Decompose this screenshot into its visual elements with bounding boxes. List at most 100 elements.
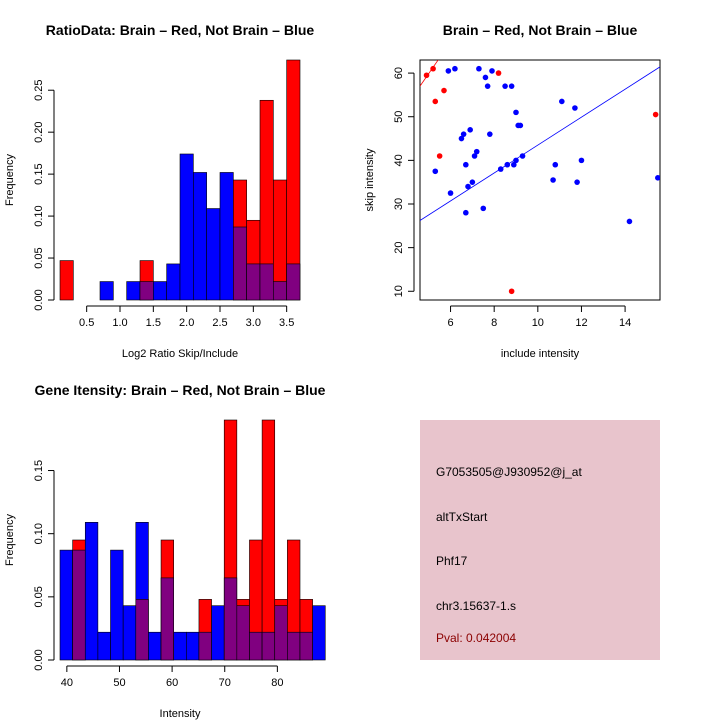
intensity-scatter-title: Brain – Red, Not Brain – Blue (443, 22, 638, 38)
gene-intensity-histogram-bar-overlap (72, 549, 86, 661)
scatter-point-not-brain (572, 105, 578, 111)
ratio-histogram-y-tick-label: 0.25 (33, 79, 45, 100)
gene-intensity-histogram-bar-overlap (249, 631, 263, 661)
scatter-point-not-brain (578, 157, 585, 164)
scatter-point-not-brain (443, 48, 449, 54)
gene-intensity-histogram-bar-overlap (274, 605, 288, 661)
fit-line-not-brain (420, 66, 660, 221)
gene-intensity-histogram-bar-not-brain (148, 631, 162, 661)
ratio-histogram-y-tick-label: 0.15 (33, 163, 45, 184)
intensity-scatter-x-tick-label: 6 (447, 317, 453, 329)
scatter-point-not-brain (458, 135, 465, 142)
scatter-point-not-brain (511, 161, 517, 168)
gene-intensity-histogram-bar-overlap (287, 631, 301, 661)
scatter-point-not-brain (476, 65, 482, 72)
ratio-histogram-x-tick-label: 2.5 (212, 317, 227, 329)
scatter-point-not-brain (517, 122, 524, 129)
ratio-histogram-bar-not-brain (166, 263, 181, 301)
ratio-histogram-bar-not-brain (179, 153, 194, 301)
gene-intensity-histogram-bar-overlap (135, 599, 149, 661)
ratio-histogram-bar-not-brain (153, 281, 167, 301)
ratio-histogram-x-tick-label: 1.5 (146, 317, 161, 329)
ratio-histogram-bar-not-brain (206, 208, 221, 301)
scatter-point-brain (502, 14, 508, 20)
scatter-point-not-brain (452, 65, 458, 72)
scatter-point-not-brain (473, 148, 480, 155)
intensity-scatter-x-tick-label: 10 (532, 317, 544, 329)
scatter-point-not-brain (465, 183, 471, 190)
intensity-scatter-y-tick-label: 50 (393, 111, 405, 123)
scatter-point-not-brain (480, 205, 487, 212)
scatter-point-not-brain (463, 161, 469, 168)
probe-id-text: G7053505@J930952@j_at (436, 465, 582, 479)
gene-intensity-histogram-x-tick-label: 40 (61, 677, 73, 689)
scatter-point-not-brain (432, 168, 439, 175)
ratio-histogram-y-tick-label: 0.00 (33, 289, 45, 310)
ratio-histogram-x-tick-label: 2.0 (179, 317, 194, 329)
scatter-point-not-brain (626, 218, 633, 225)
intensity-scatter-panel: Brain – Red, Not Brain – Blue 6 8 10 12 14 1… (364, 7, 661, 360)
scatter-point-brain (436, 153, 443, 159)
ratio-histogram-y-tick-label: 0.10 (33, 205, 45, 226)
scatter-point-not-brain (487, 131, 493, 137)
gene-intensity-histogram-x-tick-label: 60 (166, 677, 178, 689)
pval-text: Pval: 0.042004 (436, 631, 516, 645)
scatter-point-not-brain (497, 166, 504, 172)
ratio-histogram-x-tick-label: 3.5 (279, 317, 294, 329)
scatter-point-not-brain (471, 153, 478, 159)
scatter-point-not-brain (552, 161, 559, 168)
intensity-scatter-y-tick-label: 60 (393, 67, 405, 79)
scatter-point-not-brain (504, 161, 511, 168)
ratio-histogram-bar-not-brain (99, 281, 114, 301)
info-panel: G7053505@J930952@j_at altTxStart Phf17 c… (420, 420, 660, 660)
gene-intensity-histogram-bar-not-brain (122, 605, 137, 661)
ratio-histogram-x-axis: 0.5 1.0 1.5 2.0 2.5 3.0 3.5 (79, 305, 294, 329)
scatter-point-brain (495, 70, 502, 76)
gene-intensity-histogram-y-axis: 0.00 0.05 0.10 0.15 (33, 460, 55, 671)
gene-intensity-histogram-x-axis: 40 50 60 70 80 (61, 665, 283, 689)
gene-intensity-histogram-y-label: Frequency (4, 514, 16, 566)
scatter-point-brain (423, 72, 430, 79)
intensity-scatter-plot-box (419, 59, 661, 301)
ratio-histogram-y-tick-label: 0.20 (33, 121, 45, 142)
scatter-point-not-brain (519, 153, 526, 159)
ratio-histogram-bar-brain (59, 260, 74, 301)
ratio-histogram-y-label: Frequency (4, 154, 16, 206)
scatter-point-brain (489, 46, 495, 52)
gene-intensity-histogram-bar-not-brain (110, 549, 124, 661)
ratio-histogram-y-tick-label: 0.05 (33, 247, 45, 268)
gene-intensity-histogram-bar-not-brain (211, 605, 225, 661)
ratio-histogram-bars (59, 59, 301, 301)
intensity-scatter-y-axis: 10 20 30 40 50 60 (393, 67, 415, 297)
gene-intensity-histogram-bar-not-brain (186, 631, 200, 661)
scatter-point-brain (446, 7, 452, 13)
scatter-point-not-brain (574, 179, 580, 185)
gene-intensity-histogram-x-tick-label: 80 (271, 677, 283, 689)
gene-intensity-histogram-x-tick-label: 50 (113, 677, 125, 689)
fit-line-brain (420, 60, 439, 87)
intensity-scatter-x-tick-label: 8 (491, 317, 497, 329)
ratio-histogram-bar-overlap (286, 263, 301, 301)
gene-intensity-histogram-bar-not-brain (312, 605, 326, 661)
ratio-histogram-bar-not-brain (126, 281, 141, 301)
scatter-point-not-brain (655, 175, 660, 181)
gene-intensity-histogram-y-tick-label: 0.15 (33, 460, 45, 481)
scatter-point-not-brain (463, 209, 469, 216)
gene-intensity-histogram-bar-not-brain (84, 522, 99, 661)
info-panel-background (420, 420, 660, 660)
scatter-point-not-brain (513, 109, 519, 116)
scatter-point-not-brain (489, 68, 495, 74)
intensity-scatter-points (423, 7, 660, 295)
gene-intensity-histogram-bar-overlap (223, 577, 238, 661)
intensity-scatter-y-label: skip intensity (364, 148, 376, 211)
intensity-scatter-y-tick-label: 10 (393, 285, 405, 297)
scatter-point-not-brain (484, 83, 491, 89)
intensity-scatter-x-tick-label: 14 (619, 317, 631, 329)
scatter-point-not-brain (467, 127, 473, 133)
scatter-point-not-brain (445, 68, 452, 74)
intensity-scatter-x-tick-label: 12 (575, 317, 587, 329)
scatter-point-brain (430, 65, 436, 72)
scatter-point-brain (441, 87, 447, 94)
ratio-histogram-x-tick-label: 1.0 (112, 317, 127, 329)
